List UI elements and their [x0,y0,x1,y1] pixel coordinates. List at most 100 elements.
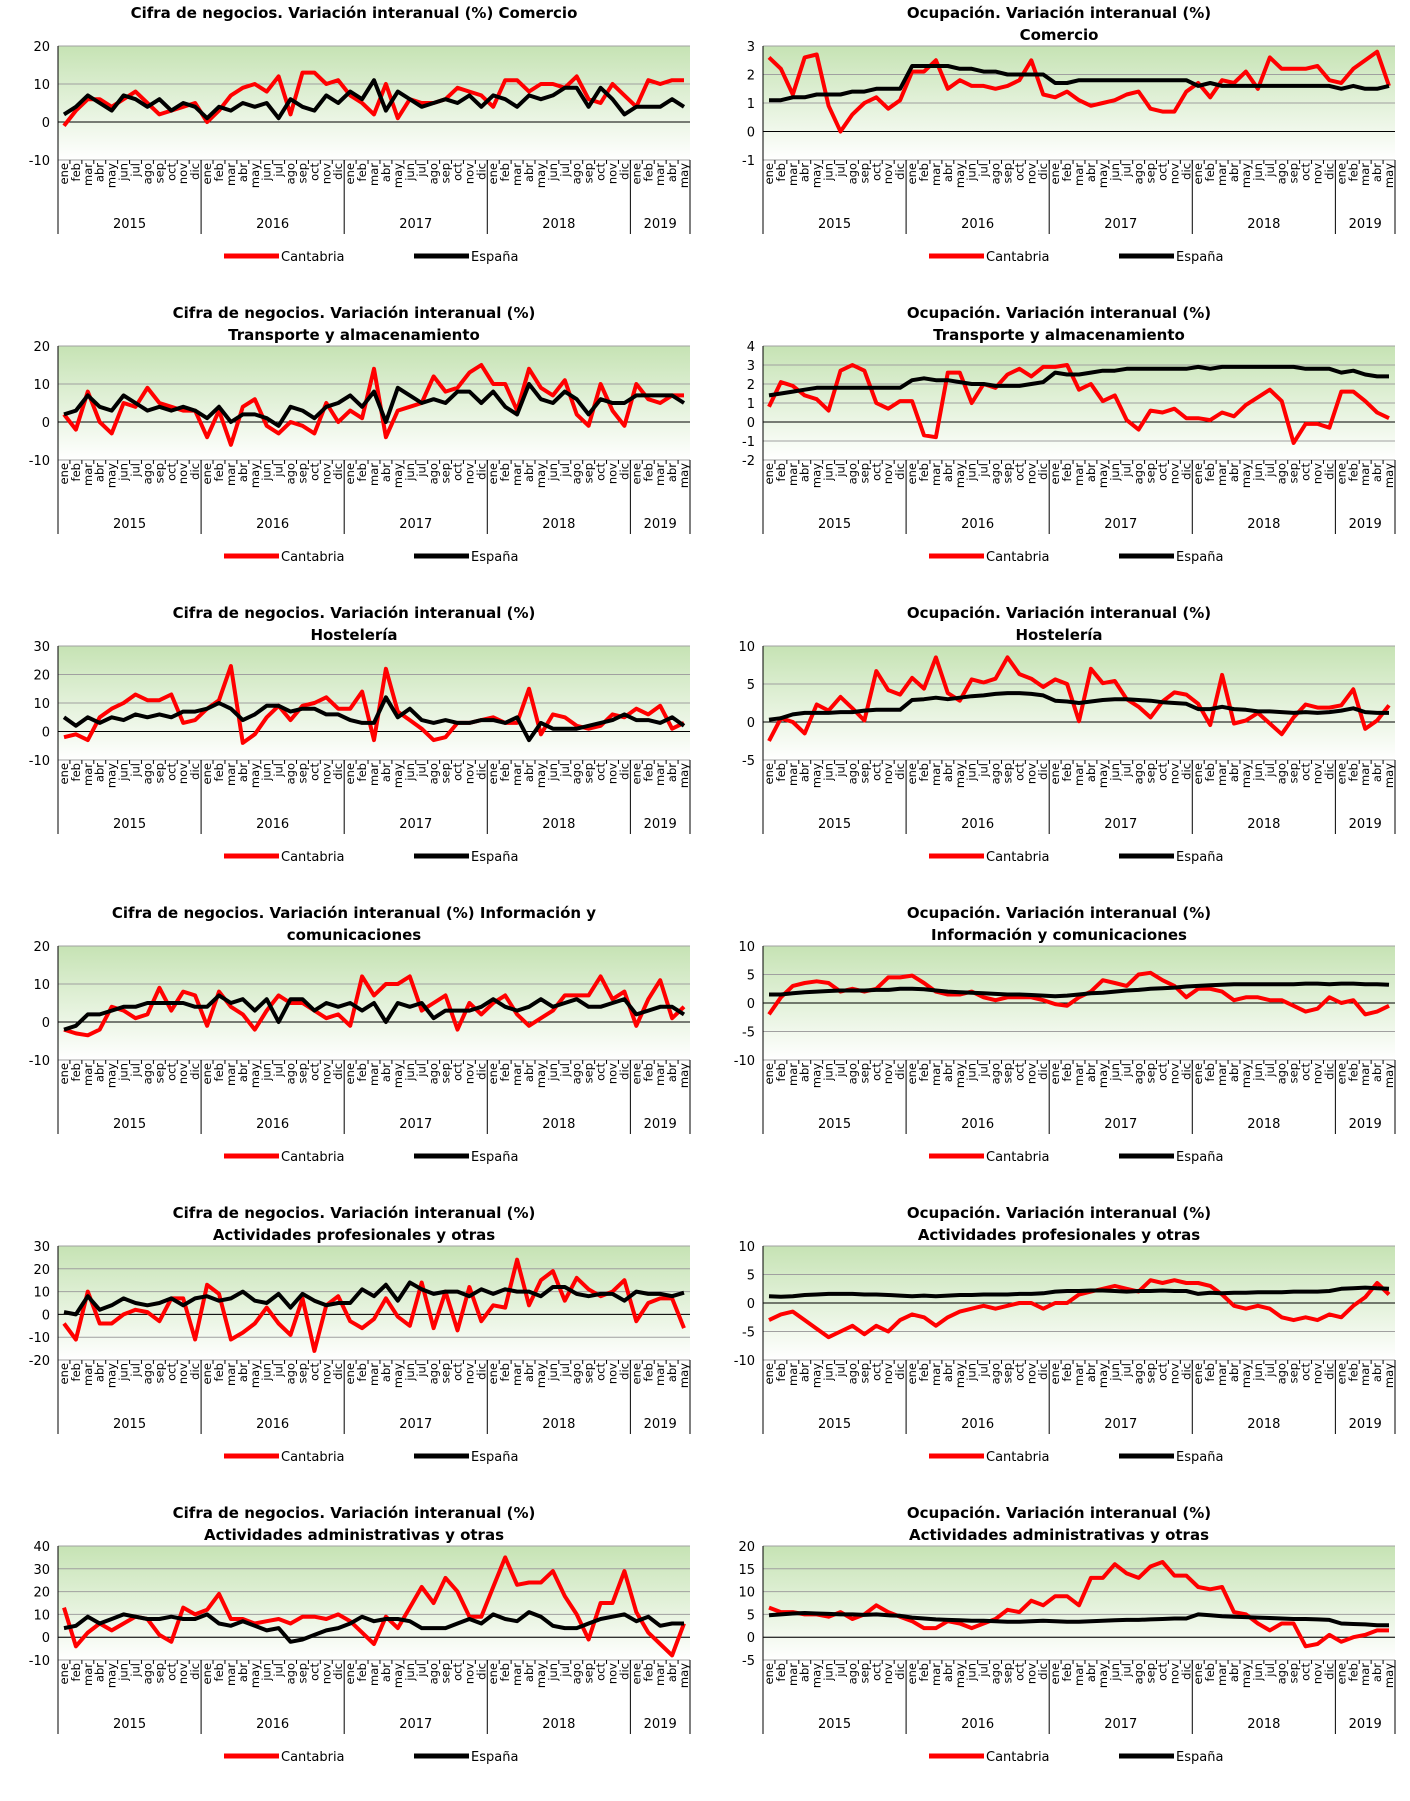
x-tick-label: feb [212,1063,226,1081]
x-tick-label: ago [1275,1663,1289,1684]
x-tick-label: mar [653,1363,667,1386]
year-label: 2016 [256,1417,289,1432]
x-tick-label: sep [582,763,596,783]
x-tick-label: jul [272,1663,286,1678]
x-tick-label: dic [188,1363,202,1380]
x-tick-label: dic [474,1363,488,1380]
x-tick-label: abr [665,1663,679,1682]
x-tick-label: may [1239,163,1253,188]
x-tick-label: nov [319,1063,333,1084]
x-tick-label: jun [822,1063,836,1082]
x-tick-label: oct [164,1063,178,1081]
x-tick-label: mar [367,463,381,486]
y-tick-label: 0 [42,726,50,741]
x-tick-label: dic [1322,163,1336,180]
x-tick-label: ago [1132,163,1146,184]
x-tick-label: jun [260,1363,274,1382]
chart-title: Información y comunicaciones [931,926,1187,944]
x-tick-label: jul [272,763,286,778]
x-tick-label: sep [582,1663,596,1683]
x-tick-label: mar [367,1663,381,1686]
x-tick-label: dic [617,1063,631,1080]
x-tick-label: abr [1227,463,1241,482]
chart-title: Cifra de negocios. Variación interanual … [173,304,536,322]
x-tick-label: abr [1084,1063,1098,1082]
x-tick-label: sep [582,463,596,483]
x-tick-label: mar [81,1063,95,1086]
year-label: 2015 [113,517,146,532]
x-tick-label: may [810,463,824,488]
x-tick-label: mar [1072,1663,1086,1686]
x-tick-label: sep [152,1063,166,1083]
x-tick-label: nov [462,163,476,184]
x-tick-label: ago [427,1363,441,1384]
year-label: 2018 [542,1117,575,1132]
x-tick-label: sep [1287,1363,1301,1383]
x-tick-label: nov [1310,163,1324,184]
y-tick-label: 20 [33,940,50,955]
y-tick-label: -5 [742,1026,755,1041]
x-tick-label: jun [403,763,417,782]
series-line [62,1257,686,1353]
x-tick-label: abr [236,163,250,182]
x-tick-label: oct [594,1363,608,1381]
x-tick-label: ene [343,1063,357,1084]
x-tick-label: may [391,1363,405,1388]
year-label: 2015 [113,817,146,832]
x-tick-label: nov [605,463,619,484]
x-tick-label: feb [774,1663,788,1681]
x-tick-label: ene [57,1663,71,1684]
x-tick-label: may [1096,763,1110,788]
x-tick-label: jun [260,163,274,182]
x-tick-label: ene [905,1363,919,1384]
x-tick-label: jul [977,1063,991,1078]
x-tick-label: abr [1370,463,1384,482]
x-tick-label: may [105,163,119,188]
x-tick-label: feb [917,763,931,781]
series-line [768,691,1389,722]
y-tick-label: 40 [33,1540,50,1555]
x-tick-label: ago [1132,463,1146,484]
x-tick-label: may [391,763,405,788]
chart-title: Hostelería [1015,626,1102,644]
y-tick-label: 20 [33,340,50,355]
x-tick-label: jun [260,763,274,782]
series-line [767,49,1391,134]
x-tick-label: dic [1179,163,1193,180]
x-tick-label: mar [81,163,95,186]
x-tick-label: mar [1358,1663,1372,1686]
x-tick-label: abr [1370,163,1384,182]
y-tick-label: 10 [738,1240,755,1255]
x-tick-label: mar [224,1063,238,1086]
x-tick-label: abr [1227,1663,1241,1682]
year-label: 2019 [644,1417,677,1432]
x-tick-label: jul [129,1663,143,1678]
x-tick-label: abr [1227,1363,1241,1382]
x-tick-label: jun [965,163,979,182]
x-tick-label: abr [236,463,250,482]
chart: Ocupación. Variación interanual (%) Trans… [742,304,1396,565]
x-tick-label: dic [617,163,631,180]
x-tick-label: ene [762,463,776,484]
x-tick-label: ago [1132,763,1146,784]
year-label: 2018 [542,517,575,532]
x-tick-label: may [677,1063,691,1088]
x-tick-label: sep [152,763,166,783]
x-tick-label: may [1382,1063,1396,1088]
x-tick-label: mar [929,463,943,486]
x-tick-label: oct [307,463,321,481]
x-tick-label: jul [558,1063,572,1078]
x-tick-label: ago [140,1363,154,1384]
x-tick-label: ago [989,463,1003,484]
x-tick-label: ago [845,1663,859,1684]
x-tick-label: nov [1310,1663,1324,1684]
x-tick-label: ene [486,463,500,484]
x-tick-label: nov [176,163,190,184]
x-tick-label: feb [917,163,931,181]
x-tick-label: may [391,463,405,488]
legend-label: Cantabria [281,850,345,865]
x-tick-label: mar [1215,1363,1229,1386]
x-tick-label: jul [129,163,143,178]
x-tick-label: feb [917,463,931,481]
